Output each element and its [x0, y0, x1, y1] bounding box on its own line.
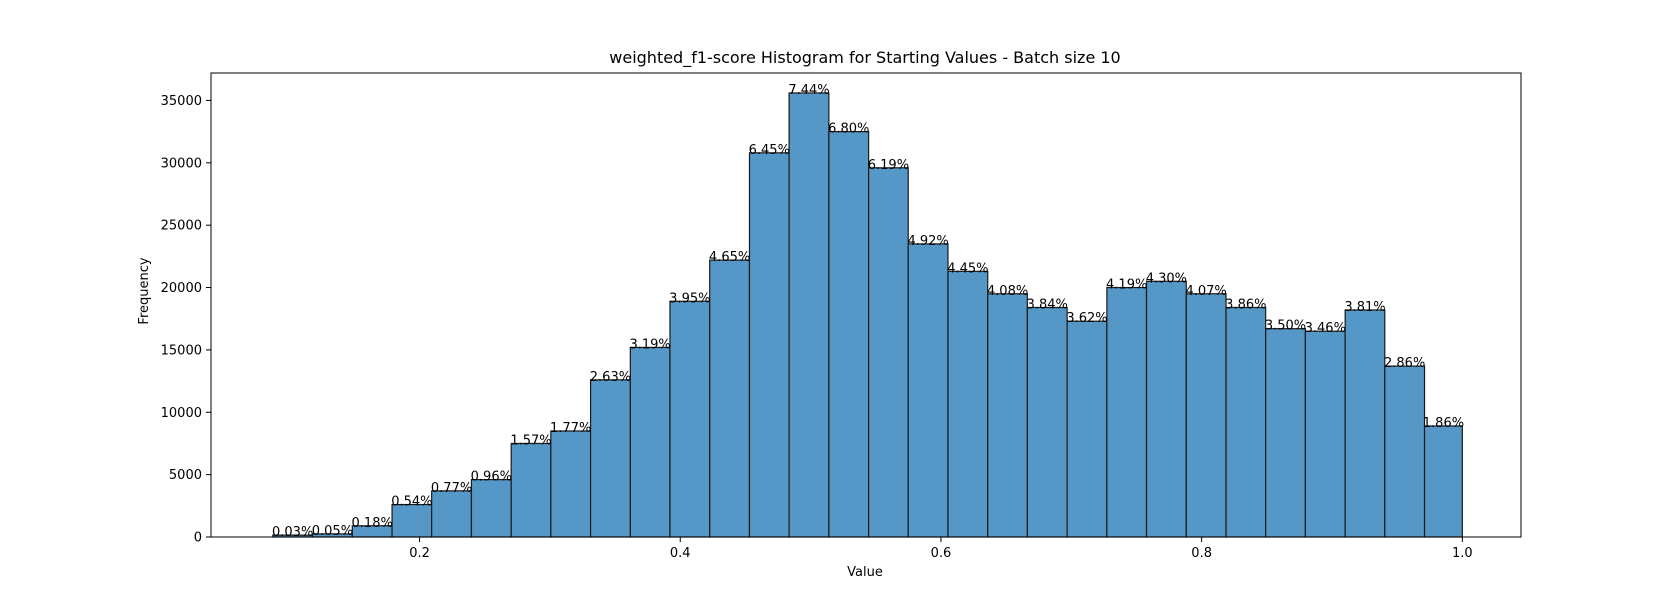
y-tick-label: 15000: [161, 343, 202, 358]
histogram-bar: [1145, 280, 1187, 538]
histogram-bar: [748, 152, 790, 538]
y-tick-label: 25000: [161, 219, 202, 234]
y-tick-label: 10000: [161, 406, 202, 421]
bar-percent-label: 6.80%: [828, 122, 869, 137]
bar-percent-label: 1.86%: [1423, 416, 1464, 431]
x-tick-label: 0.6: [931, 546, 952, 561]
histogram-bar: [510, 442, 552, 538]
histogram-bar: [1225, 306, 1267, 538]
histogram-bar: [868, 167, 909, 538]
y-tick-label: 20000: [161, 281, 202, 296]
histogram-bar: [1066, 320, 1108, 538]
histogram-bar: [1423, 425, 1463, 538]
histogram-bar: [1384, 365, 1426, 538]
histogram-bar: [550, 430, 592, 538]
y-tick-label: 0: [194, 531, 202, 546]
bar-percent-label: 7.44%: [788, 83, 829, 98]
bar-percent-label: 1.57%: [510, 433, 551, 448]
bar-percent-label: 0.03%: [272, 525, 313, 540]
plot-frame: [210, 72, 1522, 538]
bar-percent-label: 0.96%: [471, 470, 512, 485]
y-axis-label: Frequency: [137, 257, 152, 324]
x-axis-ticks: 0.2 0.4 0.6 0.8 1.0: [409, 537, 1473, 561]
histogram-bar: [470, 479, 512, 538]
bar-percent-label: 3.46%: [1305, 321, 1346, 336]
bar-percent-label: 4.07%: [1185, 284, 1226, 299]
histogram-bar: [828, 131, 870, 538]
bar-percent-label: 6.19%: [868, 158, 909, 173]
chart-title: weighted_f1-score Histogram for Starting…: [609, 48, 1120, 68]
histogram-bar: [987, 293, 1028, 538]
bar-percent-label: 0.05%: [312, 524, 353, 539]
bar-percent-label: 4.19%: [1106, 278, 1147, 293]
bar-percent-label: 3.81%: [1344, 300, 1385, 315]
bar-percent-label: 3.84%: [1027, 297, 1068, 312]
bar-percent-label: 0.18%: [352, 516, 393, 531]
bar-percent-label: 3.62%: [1066, 311, 1107, 326]
y-tick-label: 35000: [161, 94, 202, 109]
bar-percent-label: 3.19%: [629, 337, 670, 352]
bar-percent-label: 1.77%: [550, 421, 591, 436]
bar-percent-label: 4.08%: [987, 284, 1028, 299]
histogram-bar: [1106, 286, 1148, 538]
bar-percent-label: 6.45%: [749, 143, 790, 158]
histogram-bar: [589, 379, 631, 538]
bar-percent-label: 4.92%: [907, 234, 948, 249]
histogram-bar: [629, 346, 671, 538]
x-axis-label: Value: [847, 565, 883, 580]
bar-percent-label: 4.30%: [1146, 271, 1187, 286]
histogram-bar: [1185, 293, 1227, 538]
histogram-bar: [907, 243, 949, 538]
bar-percent-label: 3.95%: [669, 291, 710, 306]
bar-percent-label: 3.86%: [1225, 297, 1266, 312]
x-tick-label: 0.8: [1191, 546, 1212, 561]
bar-percent-label: 0.54%: [391, 495, 432, 510]
bar-percent-label: 4.45%: [947, 261, 988, 276]
bars-group: [272, 92, 1463, 538]
histogram-bar: [1344, 309, 1386, 538]
y-tick-label: 5000: [169, 468, 202, 483]
x-tick-label: 0.2: [409, 546, 430, 561]
percent-labels-group: 0.03%0.05%0.18% 0.54%0.77%0.96% 1.57%1.77%…: [272, 83, 1464, 540]
histogram-bar: [669, 300, 711, 538]
y-axis-ticks: 0 5000 10000 15000 20000 25000 30000 35000: [161, 94, 211, 546]
histogram-bar: [1304, 330, 1346, 538]
bar-percent-label: 4.65%: [709, 250, 750, 265]
histogram-bar: [1265, 328, 1307, 538]
histogram-bar: [709, 259, 751, 538]
bar-percent-label: 2.63%: [590, 370, 631, 385]
histogram-bar: [431, 490, 473, 538]
x-tick-label: 0.4: [670, 546, 691, 561]
bar-percent-label: 2.86%: [1384, 356, 1425, 371]
histogram-bar: [788, 92, 830, 538]
bar-percent-label: 3.50%: [1265, 319, 1306, 334]
bar-percent-label: 0.77%: [431, 481, 472, 496]
x-tick-label: 1.0: [1452, 546, 1473, 561]
y-tick-label: 30000: [161, 156, 202, 171]
histogram-bar: [1026, 306, 1068, 538]
histogram-bar: [947, 270, 989, 538]
